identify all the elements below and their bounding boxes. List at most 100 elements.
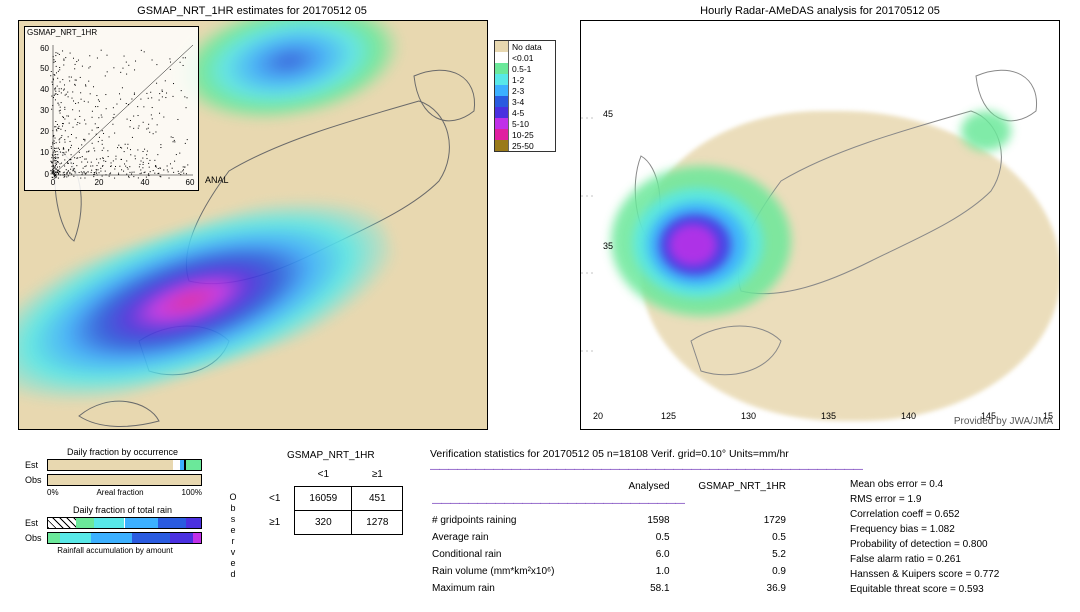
x-tick-130: 130 [741, 411, 756, 421]
legend-swatch [495, 74, 509, 85]
r2b: 5.2 [684, 547, 798, 562]
rain-title: Daily fraction of total rain [25, 505, 220, 515]
r1b: 0.5 [684, 530, 798, 545]
legend-row: No data [495, 41, 555, 52]
bar-segment [132, 533, 170, 543]
score-row: Correlation coeff = 0.652 [850, 507, 999, 522]
r1l: Average rain [432, 530, 619, 545]
legend-label: 2-3 [509, 86, 524, 96]
left-map-title: GSMAP_NRT_1HR estimates for 20170512 05 [137, 5, 367, 17]
legend-label: 5-10 [509, 119, 529, 129]
svg-text:50: 50 [40, 64, 49, 73]
legend-row: 25-50 [495, 140, 555, 151]
x-tick-140: 140 [901, 411, 916, 421]
bar-segment [170, 533, 193, 543]
color-legend: No data<0.010.5-11-22-33-44-55-1010-2525… [494, 40, 556, 152]
r2l: Conditional rain [432, 547, 619, 562]
bar-segment [193, 533, 201, 543]
legend-row: 4-5 [495, 107, 555, 118]
legend-row: 0.5-1 [495, 63, 555, 74]
stats-table: AnalysedGSMAP_NRT_1HR ——————————————————… [430, 477, 800, 598]
verif-title: Verification statistics for 20170512 05 … [430, 447, 999, 462]
bar-segment [48, 475, 201, 485]
rain-est-bar [47, 517, 202, 529]
r3l: Rain volume (mm*km²x10⁶) [432, 564, 619, 579]
occ-axis-right: 100% [182, 488, 202, 497]
rain-obs-label: Obs [25, 533, 47, 543]
bar-segment [94, 518, 125, 528]
occ-obs-label: Obs [25, 475, 47, 485]
score-row: Probability of detection = 0.800 [850, 537, 999, 552]
occ-axis-mid: Areal fraction [96, 488, 143, 497]
legend-row: 5-10 [495, 118, 555, 129]
occ-title: Daily fraction by occurrence [25, 447, 220, 457]
legend-label: <0.01 [509, 53, 534, 63]
legend-swatch [495, 140, 509, 151]
occ-obs-bar [47, 474, 202, 486]
rain-est-label: Est [25, 518, 47, 528]
legend-label: No data [509, 42, 542, 52]
provider-label: Provided by JWA/JMA [954, 416, 1053, 427]
inset-scatter: GSMAP_NRT_1HR 0204060 01020 30405060 ANA… [24, 26, 199, 191]
bar-segment [91, 533, 132, 543]
score-row: RMS error = 1.9 [850, 492, 999, 507]
r4a: 58.1 [621, 581, 682, 596]
svg-text:40: 40 [40, 85, 49, 94]
legend-label: 3-4 [509, 97, 524, 107]
ct-00: 16059 [295, 487, 352, 511]
inset-svg: 0204060 01020 30405060 [25, 27, 200, 192]
ctable-title: GSMAP_NRT_1HR [287, 450, 375, 461]
y-tick-45: 45 [603, 109, 613, 119]
ct-10: 320 [295, 511, 352, 535]
r3a: 1.0 [621, 564, 682, 579]
svg-text:20: 20 [40, 127, 49, 136]
inset-anal-label: ANAL [205, 175, 229, 185]
svg-text:20: 20 [95, 178, 104, 187]
rain-obs-bar [47, 532, 202, 544]
left-map-panel: GSMAP_NRT_1HR 0204060 01020 30405060 ANA… [18, 20, 488, 430]
bar-segment [125, 518, 159, 528]
contingency-block: GSMAP_NRT_1HR Observed <1≥1 <1 16059 451… [255, 450, 375, 463]
r1a: 0.5 [621, 530, 682, 545]
legend-row: <0.01 [495, 52, 555, 63]
bar-segment [158, 518, 186, 528]
legend-label: 4-5 [509, 108, 524, 118]
ctable-side-label: Observed [227, 492, 239, 580]
occ-est-bar [47, 459, 202, 471]
score-row: Frequency bias = 1.082 [850, 522, 999, 537]
bar-segment [60, 533, 91, 543]
legend-swatch [495, 85, 509, 96]
r0l: # gridpoints raining [432, 513, 619, 528]
x-tick-120: 20 [593, 411, 603, 421]
legend-label: 0.5-1 [509, 64, 531, 74]
r2a: 6.0 [621, 547, 682, 562]
ct-row-1: ≥1 [255, 511, 295, 535]
svg-text:60: 60 [186, 178, 195, 187]
score-row: Equitable threat score = 0.593 [850, 582, 999, 597]
r0a: 1598 [621, 513, 682, 528]
y-tick-35: 35 [603, 241, 613, 251]
verification-stats: Verification statistics for 20170512 05 … [430, 447, 999, 598]
occ-est-label: Est [25, 460, 47, 470]
r3b: 0.9 [684, 564, 798, 579]
legend-row: 1-2 [495, 74, 555, 85]
occ-axis-left: 0% [47, 488, 59, 497]
score-row: Mean obs error = 0.4 [850, 477, 999, 492]
legend-swatch [495, 96, 509, 107]
sc-b: GSMAP_NRT_1HR [684, 479, 798, 494]
legend-swatch [495, 107, 509, 118]
right-precip-north [961, 111, 1011, 151]
ct-11: 1278 [352, 511, 403, 535]
score-list: Mean obs error = 0.4RMS error = 1.9Corre… [850, 477, 999, 598]
legend-row: 3-4 [495, 96, 555, 107]
svg-text:0: 0 [51, 178, 56, 187]
ct-row-0: <1 [255, 487, 295, 511]
legend-swatch [495, 129, 509, 140]
legend-row: 10-25 [495, 129, 555, 140]
right-map-title: Hourly Radar-AMeDAS analysis for 2017051… [700, 5, 940, 17]
svg-text:10: 10 [40, 148, 49, 157]
ct-col-1: ≥1 [352, 463, 403, 487]
contingency-table: <1≥1 <1 16059 451 ≥1 320 1278 [255, 463, 403, 535]
ct-col-0: <1 [295, 463, 352, 487]
svg-text:40: 40 [141, 178, 150, 187]
